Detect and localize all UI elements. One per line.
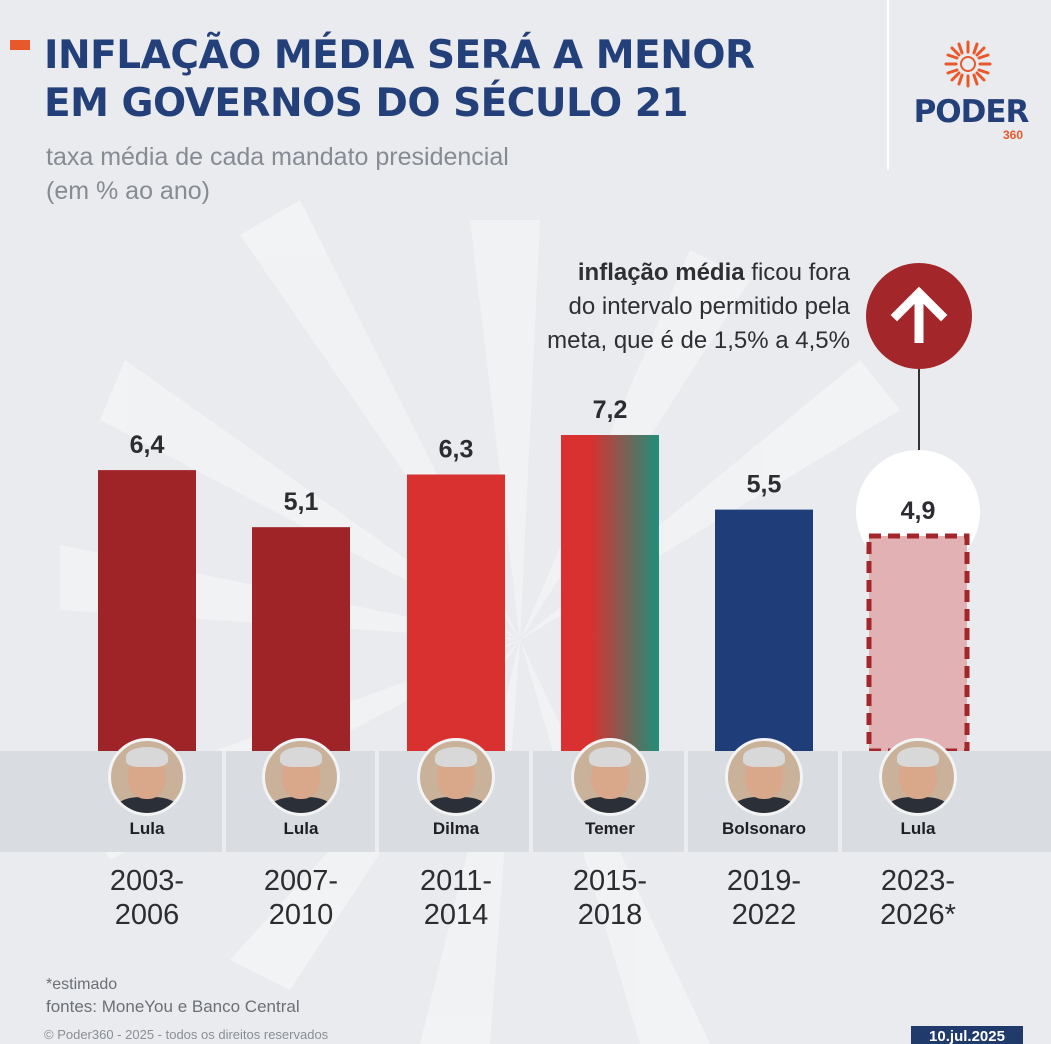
- poder360-logo: PODER 360: [905, 34, 1035, 144]
- period-label-2007-2010: 2007- 2010: [263, 865, 339, 931]
- value-label-2003-2006: 6,4: [130, 431, 165, 459]
- avatar-lula: [262, 738, 340, 816]
- value-label-2019-2022: 5,5: [747, 471, 782, 499]
- president-name: Lula: [900, 819, 936, 838]
- copyright: © Poder360 - 2025 - todos os direitos re…: [44, 1027, 329, 1042]
- bar-2011-2014: [407, 474, 505, 751]
- period-label-2023-2026*: 2023- 2026*: [880, 865, 956, 931]
- bar-2019-2022: [715, 509, 813, 751]
- logo-wordmark: PODER: [913, 94, 1030, 130]
- avatar-lula: [879, 738, 957, 816]
- value-label-2007-2010: 5,1: [284, 488, 319, 516]
- logo-number: 360: [1002, 128, 1023, 142]
- sunburst-logo-icon: [944, 40, 992, 88]
- footnote: *estimado: [46, 976, 118, 993]
- avatar-dilma: [417, 738, 495, 816]
- period-label-2003-2006: 2003- 2006: [109, 865, 185, 931]
- band-separator: [529, 751, 533, 852]
- arrow-up-badge: [866, 263, 972, 369]
- header-divider: [887, 0, 889, 170]
- president-name: Dilma: [432, 819, 480, 838]
- avatar-bolsonaro: [725, 738, 803, 816]
- president-name: Lula: [283, 819, 319, 838]
- date-badge: 10.jul.2025: [911, 1026, 1023, 1044]
- chart-title: INFLAÇÃO MÉDIA SERÁ A MENOR EM GOVERNOS …: [44, 33, 755, 126]
- accent-bar: [10, 40, 30, 50]
- band-separator: [684, 751, 688, 852]
- president-name: Bolsonaro: [721, 819, 807, 838]
- band-separator: [838, 751, 842, 852]
- bar-2007-2010: [252, 527, 350, 751]
- period-label-2015-2018: 2015- 2018: [572, 865, 648, 931]
- annotation-pointer-line: [918, 369, 920, 461]
- bar-chart: 6,4 5,1 6,3 7,2 5,5 4,9: [98, 396, 980, 754]
- bar-2015-2018: [561, 435, 659, 751]
- value-label-2011-2014: 6,3: [439, 436, 474, 464]
- band-separator: [222, 751, 226, 852]
- value-label-2015-2018: 7,2: [593, 396, 628, 424]
- avatar-lula: [108, 738, 186, 816]
- bar-2023-2026*: [866, 533, 970, 754]
- avatar-temer: [571, 738, 649, 816]
- period-label-2011-2014: 2011- 2014: [419, 865, 493, 931]
- sources: fontes: MoneYou e Banco Central: [46, 997, 300, 1016]
- arrow-up-icon: [890, 286, 948, 343]
- president-name: Temer: [585, 819, 635, 838]
- president-name: Lula: [129, 819, 165, 838]
- annotation-text: inflação média ficou fora do intervalo p…: [547, 259, 850, 354]
- chart-subtitle: taxa média de cada mandato presidencial …: [46, 143, 509, 205]
- band-separator: [375, 751, 379, 852]
- bar-2003-2006: [98, 470, 196, 751]
- value-label-2023-2026*: 4,9: [901, 497, 936, 525]
- period-label-2019-2022: 2019- 2022: [726, 865, 802, 931]
